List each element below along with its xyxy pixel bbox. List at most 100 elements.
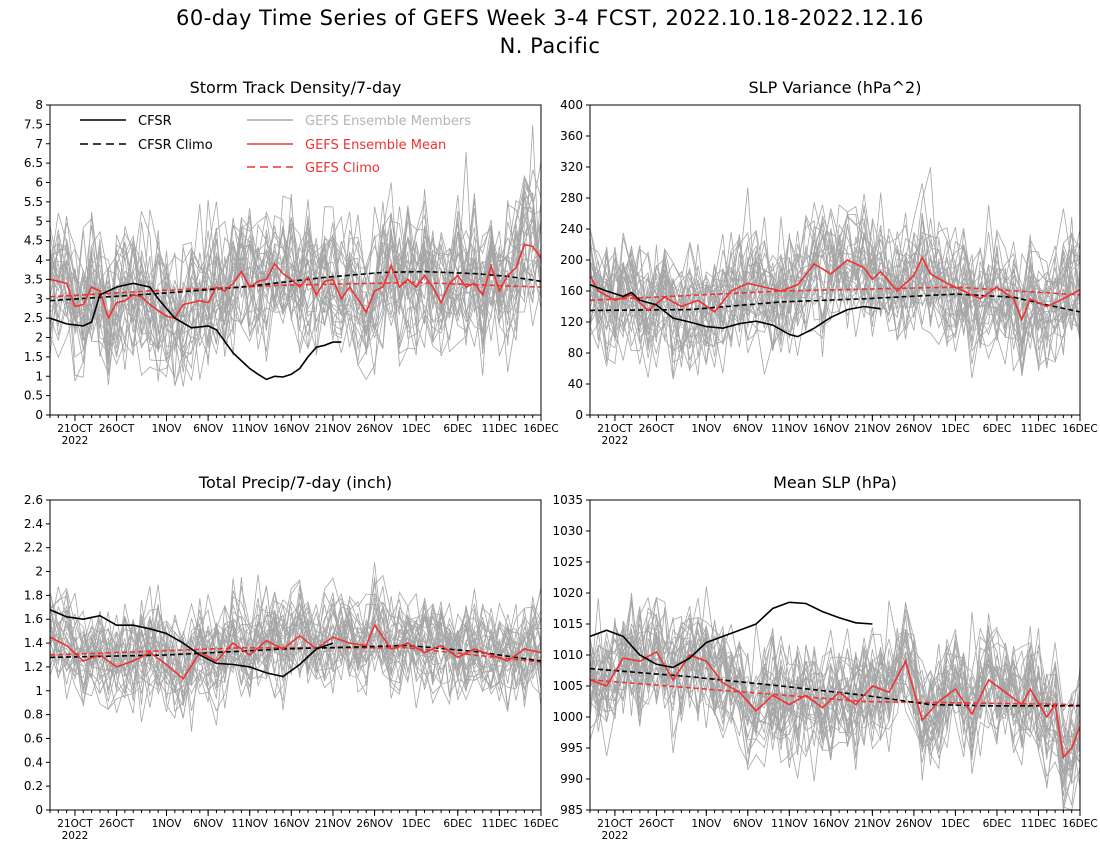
panel-title: Mean SLP (hPa) <box>773 473 897 492</box>
y-tick-label: 1010 <box>552 648 583 662</box>
x-tick-label: 6NOV <box>733 423 764 435</box>
legend-gefs-members-label: GEFS Ensemble Members <box>305 114 471 129</box>
cfsr-line <box>590 601 873 669</box>
ensemble-member-line <box>50 204 541 353</box>
ensemble-member-line <box>590 633 1080 810</box>
panel-title: SLP Variance (hPa^2) <box>749 78 922 97</box>
ensemble-member-line <box>590 617 1080 806</box>
x-tick-label: 26OCT <box>99 423 135 435</box>
x-tick-label: 1DEC <box>402 818 431 830</box>
x-tick-label: 11NOV <box>771 423 808 435</box>
panel-title: Total Precip/7-day (inch) <box>198 473 392 492</box>
x-tick-label: 16NOV <box>273 818 310 830</box>
y-tick-label: 160 <box>560 284 583 298</box>
y-tick-label: 0.5 <box>24 389 43 403</box>
x-tick-label: 1DEC <box>402 423 431 435</box>
y-tick-label: 1 <box>35 369 43 383</box>
y-tick-label: 0.4 <box>24 755 43 769</box>
ensemble-members <box>590 167 1080 380</box>
plot-frame <box>49 499 542 811</box>
x-tick-label: 11DEC <box>482 818 517 830</box>
y-tick-label: 7.5 <box>24 117 43 131</box>
x-tick-label: 1NOV <box>152 423 183 435</box>
ensemble-member-line <box>590 598 1080 769</box>
x-tick-label: 26NOV <box>896 423 933 435</box>
ensemble-member-line <box>590 246 1080 377</box>
x-tick-label: 26OCT <box>639 818 675 830</box>
x-tick-label: 6NOV <box>733 818 764 830</box>
x-tick-label: 16DEC <box>1062 818 1097 830</box>
x-tick-label: 21OCT <box>57 818 93 830</box>
x-tick-label: 21NOV <box>854 423 891 435</box>
y-tick-label: 5.5 <box>24 195 43 209</box>
x-tick-label: 11DEC <box>1021 818 1056 830</box>
ensemble-member-line <box>590 208 1080 342</box>
ensemble-member-line <box>590 592 1080 752</box>
x-tick-label: 11NOV <box>231 423 268 435</box>
x-tick-label: 16NOV <box>813 423 850 435</box>
x-year-label: 2022 <box>602 435 629 447</box>
y-tick-label: 6 <box>35 176 43 190</box>
y-tick-label: 0 <box>35 408 43 422</box>
x-year-label: 2022 <box>62 435 89 447</box>
x-tick-label: 16DEC <box>523 818 558 830</box>
x-tick-label: 26NOV <box>356 818 393 830</box>
x-tick-label: 1NOV <box>152 818 183 830</box>
ensemble-member-line <box>590 220 1080 361</box>
gefs-ensemble-mean-line <box>50 243 541 321</box>
x-tick-label: 11DEC <box>1021 423 1056 435</box>
y-tick-label: 990 <box>560 772 583 786</box>
y-tick-label: 1020 <box>552 586 583 600</box>
legend-cfsr-label: CFSR <box>138 114 172 129</box>
y-tick-label: 1.4 <box>24 636 43 650</box>
cfsr-line <box>50 608 334 678</box>
x-tick-label: 16DEC <box>523 423 558 435</box>
ensemble-member-line <box>50 182 541 359</box>
y-tick-label: 7 <box>35 137 43 151</box>
x-year-label: 2022 <box>602 830 629 842</box>
cfsr-line <box>50 282 342 381</box>
x-tick-label: 6DEC <box>983 423 1012 435</box>
gefs-climo-line <box>590 286 1080 302</box>
gefs-climo-line <box>590 679 1080 706</box>
x-tick-label: 6DEC <box>443 423 472 435</box>
y-tick-label: 1015 <box>552 617 583 631</box>
x-tick-label: 6NOV <box>193 818 224 830</box>
x-tick-label: 11DEC <box>482 423 517 435</box>
x-tick-label: 6DEC <box>443 818 472 830</box>
legend-cfsr-climo-label: CFSR Climo <box>138 138 213 153</box>
y-tick-label: 2.4 <box>24 517 43 531</box>
panel-4: Mean SLP (hPa) 985 990 995 1000 1005 1010 1015 1… <box>552 473 1097 842</box>
cfsr-climo-line <box>50 270 541 302</box>
x-tick-label: 21OCT <box>57 423 93 435</box>
ensemble-members <box>50 562 541 732</box>
ensemble-member-line <box>50 580 541 692</box>
x-tick-label: 1NOV <box>691 423 722 435</box>
x-tick-label: 16DEC <box>1062 423 1097 435</box>
x-tick-label: 26OCT <box>99 818 135 830</box>
x-tick-label: 16NOV <box>813 818 850 830</box>
y-tick-label: 3.5 <box>24 272 43 286</box>
x-tick-label: 6NOV <box>193 423 224 435</box>
ensemble-member-line <box>590 221 1080 364</box>
x-tick-label: 1DEC <box>941 423 970 435</box>
gefs-ensemble-mean-line <box>590 650 1080 760</box>
gefs-ensemble-mean-line <box>50 623 541 681</box>
y-tick-label: 0 <box>35 803 43 817</box>
y-tick-label: 200 <box>560 253 583 267</box>
x-tick-label: 21NOV <box>315 818 352 830</box>
y-tick-label: 3 <box>35 292 43 306</box>
y-tick-label: 1005 <box>552 679 583 693</box>
y-tick-label: 360 <box>560 129 583 143</box>
y-tick-label: 1035 <box>552 493 583 507</box>
y-tick-label: 2 <box>35 331 43 345</box>
panel-title: Storm Track Density/7-day <box>190 78 402 97</box>
y-tick-label: 40 <box>568 377 583 391</box>
y-tick-label: 280 <box>560 191 583 205</box>
y-tick-label: 4.5 <box>24 234 43 248</box>
y-tick-label: 0 <box>575 408 583 422</box>
y-tick-label: 2 <box>35 565 43 579</box>
panel-2: SLP Variance (hPa^2) 0 40 80 120 160 200 240 280… <box>560 78 1098 447</box>
y-tick-label: 2.2 <box>24 541 43 555</box>
